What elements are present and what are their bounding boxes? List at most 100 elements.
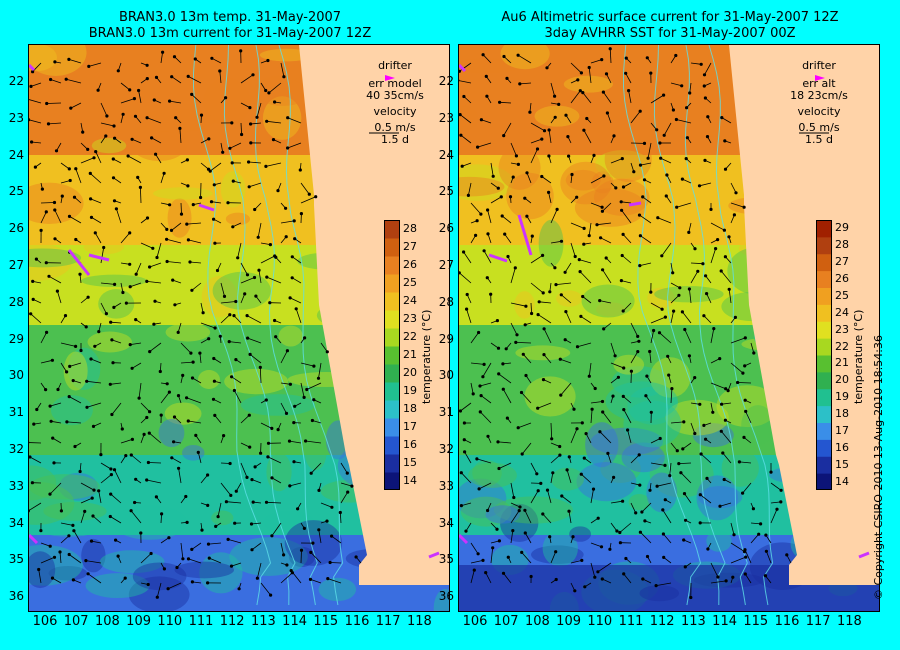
vector-head: [124, 301, 128, 305]
vector-head: [716, 575, 720, 579]
vector-head: [484, 571, 488, 575]
vector-head: [33, 165, 37, 169]
vector-head: [642, 141, 647, 145]
vector-head: [775, 507, 779, 511]
velocity-vector: [524, 532, 532, 544]
sst-patch: [129, 121, 189, 162]
velocity-vector: [550, 551, 557, 564]
vector-head: [514, 154, 518, 158]
vector-head: [338, 510, 342, 515]
vector-head: [564, 113, 568, 117]
vector-head: [563, 338, 567, 342]
vector-head: [120, 427, 124, 431]
colorbar-swatch: [816, 422, 832, 440]
vector-head: [29, 84, 33, 88]
velocity-vector: [590, 542, 602, 548]
velocity-vector: [583, 130, 592, 144]
vector-head: [172, 440, 176, 444]
vector-head: [294, 307, 298, 311]
velocity-vector: [60, 535, 70, 544]
vector-head: [71, 578, 75, 582]
sst-patch: [515, 345, 571, 361]
velocity-vector: [464, 451, 472, 464]
velocity-vector: [504, 233, 512, 244]
velocity-vector: [180, 202, 182, 215]
velocity-vector: [640, 162, 652, 166]
vector-head: [50, 576, 55, 580]
velocity-vector: [530, 490, 539, 504]
velocity-vector: [80, 157, 95, 164]
velocity-vector: [566, 469, 572, 484]
vector-head: [212, 356, 216, 361]
velocity-vector: [622, 234, 632, 244]
vector-head: [679, 471, 683, 475]
right-map-panel[interactable]: [458, 44, 880, 612]
vector-head: [289, 569, 293, 573]
vector-head: [212, 379, 216, 383]
vector-head: [89, 539, 94, 543]
vector-head: [288, 296, 292, 300]
isobath-contour: [254, 45, 318, 606]
colorbar-swatch: [384, 436, 400, 455]
vector-head: [264, 500, 269, 504]
velocity-vector: [542, 513, 552, 524]
vector-head: [682, 538, 686, 542]
vector-head: [142, 432, 146, 436]
velocity-vector: [722, 452, 732, 464]
longitude-tick-label: 107: [493, 614, 519, 629]
vector-head: [234, 358, 238, 362]
longitude-tick-label: 106: [32, 614, 58, 629]
vector-head: [604, 72, 609, 76]
colorbar-swatch: [816, 371, 832, 390]
velocity-vector: [490, 547, 494, 564]
velocity-vector: [98, 490, 102, 504]
vector-head: [624, 56, 628, 60]
vector-head: [264, 164, 268, 168]
velocity-vector: [209, 162, 222, 172]
velocity-vector: [258, 270, 262, 284]
vector-head: [554, 283, 558, 287]
velocity-vector: [720, 270, 732, 284]
velocity-vector: [149, 342, 162, 352]
vector-head: [237, 587, 241, 591]
velocity-vector: [240, 293, 246, 304]
land-corner: [839, 45, 879, 85]
sst-patch: [692, 423, 734, 448]
longitude-tick-label: 111: [618, 614, 644, 629]
velocity-vector: [710, 328, 715, 344]
vector-head: [742, 205, 746, 209]
sst-patch: [87, 331, 132, 353]
isobath-contour: [193, 45, 272, 606]
velocity-vector: [510, 142, 517, 157]
vector-head: [661, 532, 665, 536]
velocity-vector: [510, 530, 514, 544]
vector-head: [577, 258, 581, 262]
vector-head: [121, 112, 125, 116]
vector-head: [516, 426, 520, 430]
vector-head: [665, 173, 669, 177]
sst-patch: [560, 161, 612, 205]
left-map-panel[interactable]: [28, 44, 450, 612]
vector-head: [587, 234, 591, 238]
sst-patch: [472, 460, 502, 487]
vector-head: [680, 84, 684, 88]
vector-head: [188, 260, 192, 264]
velocity-vector: [670, 388, 673, 404]
velocity-vector: [69, 396, 82, 404]
velocity-vector: [229, 341, 242, 344]
velocity-vector: [240, 74, 254, 84]
vector-head: [59, 509, 63, 513]
vector-head: [465, 292, 469, 297]
vector-head: [489, 292, 493, 296]
vector-head: [528, 110, 532, 114]
vector-head: [112, 305, 116, 309]
latitude-tick-label: 32: [8, 442, 24, 456]
vector-head: [266, 58, 270, 63]
velocity-vector: [490, 162, 494, 177]
vector-head: [264, 398, 268, 402]
vector-head: [307, 192, 311, 196]
vector-head: [256, 235, 260, 239]
velocity-vector: [70, 102, 82, 109]
velocity-vector: [40, 542, 51, 547]
velocity-vector: [287, 142, 302, 149]
